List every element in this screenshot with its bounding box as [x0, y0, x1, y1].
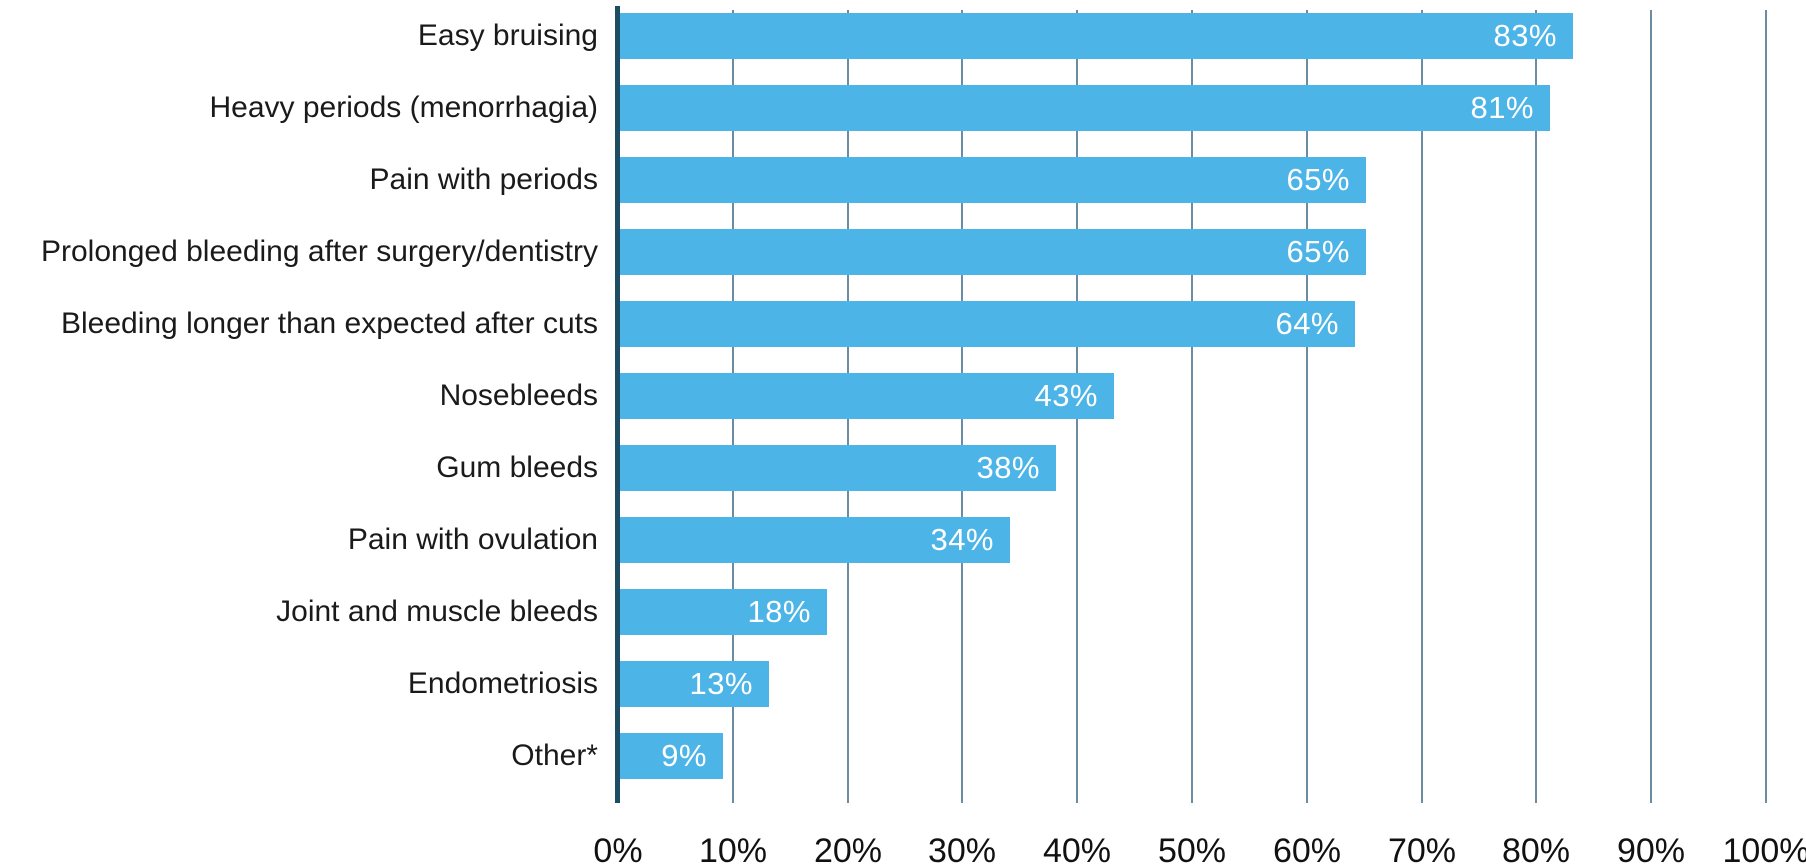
bar: 83% — [620, 13, 1573, 59]
bar: 18% — [620, 589, 827, 635]
bar: 9% — [620, 733, 723, 779]
x-tick-label: 50% — [1157, 832, 1227, 868]
category-label: Pain with ovulation — [347, 523, 598, 556]
gridline — [1650, 10, 1652, 803]
bar-row: 34% — [0, 517, 1806, 563]
bar-value-label: 9% — [661, 738, 707, 773]
bar: 81% — [620, 85, 1550, 131]
bar-value-label: 13% — [689, 666, 753, 701]
bar-row: 13% — [0, 661, 1806, 707]
bar-value-label: 34% — [930, 522, 994, 557]
gridline — [1421, 10, 1423, 803]
bar-row: 64% — [0, 301, 1806, 347]
bar-row: 43% — [0, 373, 1806, 419]
category-label: Heavy periods (menorrhagia) — [209, 91, 598, 124]
axis-baseline — [615, 6, 620, 803]
gridline — [1765, 10, 1767, 803]
bar-row: 65% — [0, 229, 1806, 275]
gridline — [1535, 10, 1537, 803]
bar-value-label: 65% — [1286, 234, 1350, 269]
x-tick-label: 20% — [813, 832, 883, 868]
bar: 64% — [620, 301, 1355, 347]
bar: 34% — [620, 517, 1010, 563]
bar-value-label: 64% — [1275, 306, 1339, 341]
x-tick-label: 30% — [927, 832, 997, 868]
bar-value-label: 18% — [747, 594, 811, 629]
bar-value-label: 83% — [1493, 18, 1557, 53]
category-label: Nosebleeds — [439, 379, 598, 412]
bar: 43% — [620, 373, 1114, 419]
category-label: Bleeding longer than expected after cuts — [60, 307, 598, 340]
category-label: Endometriosis — [407, 667, 598, 700]
gridline — [1191, 10, 1193, 803]
x-tick-label: 90% — [1616, 832, 1686, 868]
category-label: Joint and muscle bleeds — [276, 595, 598, 628]
bar-row: 65% — [0, 157, 1806, 203]
bar: 65% — [620, 157, 1366, 203]
bar-value-label: 43% — [1034, 378, 1098, 413]
bar-row: 9% — [0, 733, 1806, 779]
category-label: Gum bleeds — [436, 451, 598, 484]
bar-value-label: 38% — [976, 450, 1040, 485]
bar: 13% — [620, 661, 769, 707]
x-tick-label: 60% — [1272, 832, 1342, 868]
x-tick-label: 100% — [1722, 832, 1806, 868]
bar-value-label: 65% — [1286, 162, 1350, 197]
bar-row: 83% — [0, 13, 1806, 59]
x-tick-label: 0% — [593, 832, 643, 868]
gridline — [1306, 10, 1308, 803]
bar-row: 38% — [0, 445, 1806, 491]
bar-row: 81% — [0, 85, 1806, 131]
category-label: Pain with periods — [369, 163, 598, 196]
bar-value-label: 81% — [1470, 90, 1534, 125]
category-label: Other* — [511, 739, 598, 772]
x-tick-label: 40% — [1042, 832, 1112, 868]
category-label: Easy bruising — [417, 19, 598, 52]
category-label: Prolonged bleeding after surgery/dentist… — [41, 235, 598, 268]
x-tick-label: 10% — [698, 832, 768, 868]
x-tick-label: 70% — [1387, 832, 1457, 868]
bar-row: 18% — [0, 589, 1806, 635]
x-tick-label: 80% — [1501, 832, 1571, 868]
bar: 38% — [620, 445, 1056, 491]
bar: 65% — [620, 229, 1366, 275]
